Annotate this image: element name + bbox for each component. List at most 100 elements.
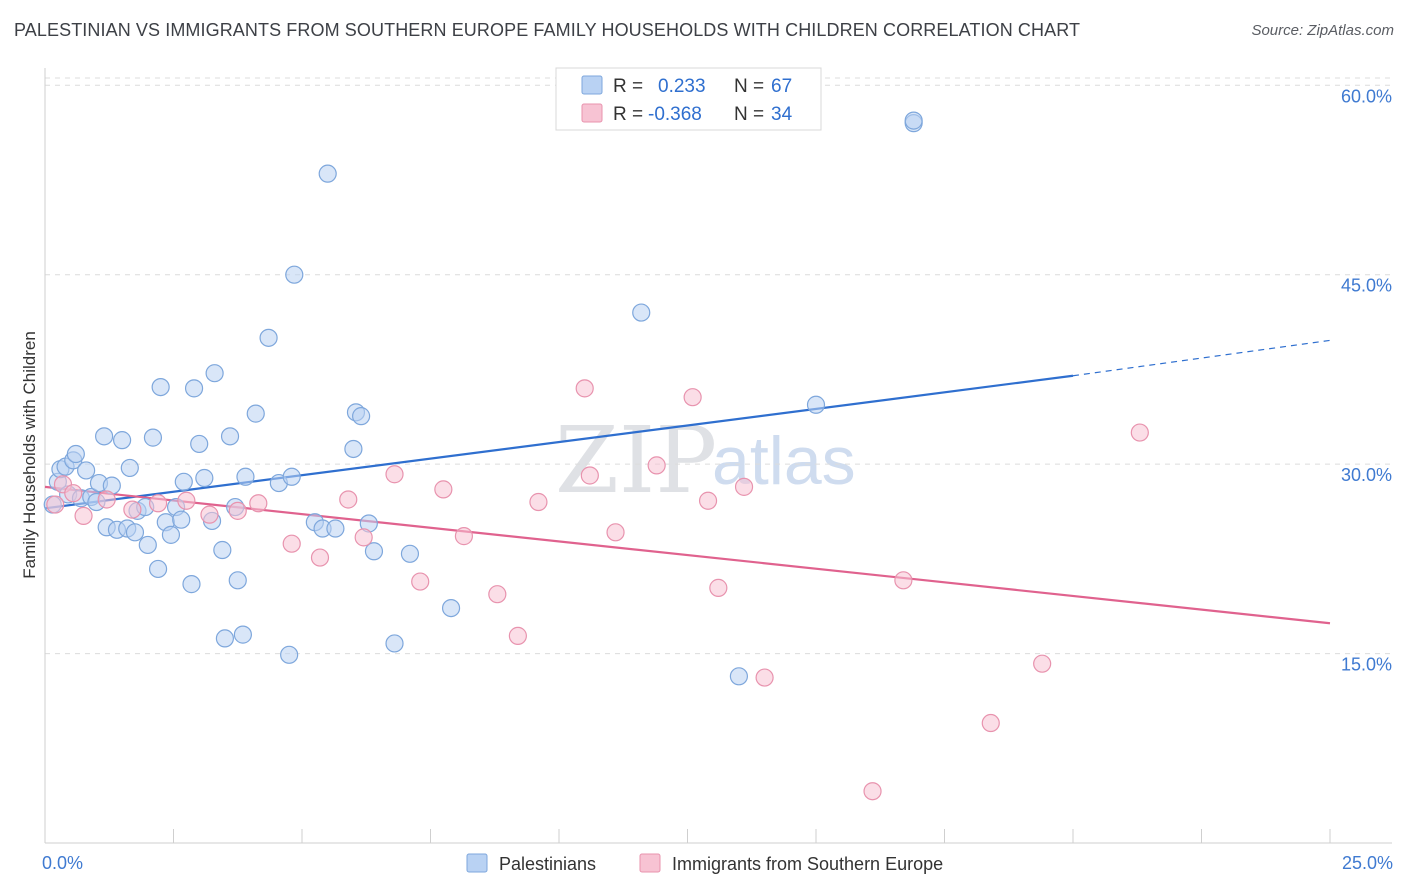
point-palestinians-12 <box>95 427 114 446</box>
point-palestinians-32 <box>184 379 204 398</box>
watermark-zip: ZIP <box>555 407 717 514</box>
point-palestinians-27 <box>161 525 181 544</box>
axes <box>44 68 1392 844</box>
point-palestinians-45 <box>259 328 278 347</box>
point-immigrants-13 <box>339 490 358 509</box>
point-palestinians-52 <box>318 164 337 183</box>
point-immigrants-31 <box>863 782 882 801</box>
point-palestinians-30 <box>174 472 193 491</box>
point-immigrants-24 <box>606 523 625 542</box>
point-palestinians-39 <box>220 427 240 446</box>
point-immigrants-7 <box>177 491 196 510</box>
point-palestinians-34 <box>195 468 214 488</box>
point-palestinians-60 <box>400 544 420 563</box>
point-palestinians-43 <box>236 467 255 486</box>
point-palestinians-66 <box>904 111 923 130</box>
gridlines <box>45 77 1392 655</box>
trend-line-palestinians <box>44 374 1074 510</box>
point-palestinians-48 <box>282 467 301 486</box>
point-immigrants-30 <box>755 668 774 687</box>
point-immigrants-6 <box>148 494 168 513</box>
point-immigrants-35 <box>1130 423 1149 442</box>
point-palestinians-53 <box>326 519 345 538</box>
point-immigrants-2 <box>64 484 83 503</box>
point-palestinians-29 <box>172 510 191 529</box>
point-palestinians-54 <box>344 439 363 459</box>
legend-r-label-2: R = <box>613 104 643 125</box>
point-palestinians-22 <box>138 535 157 555</box>
point-immigrants-0 <box>46 495 65 514</box>
y-axis-label: Family Households with Children <box>20 331 39 579</box>
point-immigrants-28 <box>709 578 728 597</box>
point-immigrants-32 <box>894 571 913 590</box>
point-immigrants-14 <box>354 528 373 547</box>
legend-r-label-1: R = <box>613 76 643 97</box>
point-palestinians-6 <box>66 444 85 464</box>
data-points <box>43 111 1149 801</box>
x-tick-label-min: 0.0% <box>42 853 83 873</box>
chart-title: PALESTINIAN VS IMMIGRANTS FROM SOUTHERN … <box>14 20 1081 40</box>
point-immigrants-8 <box>200 505 219 524</box>
legend-swatch-blue <box>581 75 603 95</box>
point-palestinians-8 <box>77 461 96 480</box>
point-palestinians-61 <box>441 598 461 618</box>
point-palestinians-42 <box>233 625 252 644</box>
point-palestinians-63 <box>729 667 749 686</box>
y-tick-label-15: 15.0% <box>1341 655 1392 675</box>
point-palestinians-16 <box>112 431 132 450</box>
point-immigrants-3 <box>74 506 93 526</box>
legend-n-label-2: N = <box>734 104 764 125</box>
point-immigrants-5 <box>123 500 142 519</box>
point-immigrants-18 <box>454 527 474 546</box>
point-palestinians-24 <box>148 559 168 579</box>
point-palestinians-31 <box>182 575 201 594</box>
point-palestinians-62 <box>632 303 651 322</box>
bottom-legend-label-immigrants: Immigrants from Southern Europe <box>672 854 943 874</box>
point-palestinians-47 <box>280 645 299 664</box>
point-immigrants-29 <box>734 477 754 496</box>
point-immigrants-20 <box>508 626 527 645</box>
legend-n-value-1: 67 <box>771 76 792 97</box>
bottom-legend-swatch-pink <box>639 853 661 873</box>
chart-source: Source: ZipAtlas.com <box>1251 22 1394 39</box>
point-immigrants-11 <box>282 534 301 553</box>
top-legend: R = 0.233 N = 67 R = -0.368 N = 34 <box>555 67 822 131</box>
point-immigrants-21 <box>529 492 548 512</box>
point-immigrants-9 <box>228 501 247 520</box>
point-palestinians-41 <box>228 571 247 590</box>
point-palestinians-33 <box>190 434 209 454</box>
point-palestinians-49 <box>285 265 304 284</box>
point-palestinians-18 <box>120 458 139 478</box>
point-immigrants-33 <box>981 713 1000 733</box>
legend-r-value-1: 0.233 <box>658 76 706 97</box>
y-tick-label-30: 30.0% <box>1341 465 1392 485</box>
bottom-legend-label-palestinians: Palestinians <box>499 854 596 874</box>
point-palestinians-37 <box>213 540 232 560</box>
point-immigrants-27 <box>698 491 718 510</box>
watermark-atlas: atlas <box>712 423 856 499</box>
point-palestinians-23 <box>143 428 163 447</box>
point-palestinians-36 <box>205 364 224 383</box>
point-palestinians-38 <box>215 629 234 648</box>
bottom-legend: Palestinians Immigrants from Southern Eu… <box>466 853 943 874</box>
bottom-legend-swatch-blue <box>466 853 488 873</box>
y-tick-label-45: 45.0% <box>1341 276 1392 296</box>
point-immigrants-22 <box>575 379 594 398</box>
point-palestinians-56 <box>352 407 371 426</box>
legend-n-value-2: 34 <box>771 104 793 125</box>
point-immigrants-17 <box>434 480 453 499</box>
legend-n-label-1: N = <box>734 76 764 97</box>
point-immigrants-12 <box>310 548 330 567</box>
point-immigrants-26 <box>683 388 702 407</box>
legend-r-value-2: -0.368 <box>648 104 702 125</box>
trend-line-palestinians-extension <box>1072 339 1331 377</box>
tick-labels: 15.0% 30.0% 45.0% 60.0% 0.0% 25.0% <box>42 86 1393 873</box>
legend-swatch-pink <box>581 103 603 123</box>
point-palestinians-19 <box>125 523 145 542</box>
point-palestinians-59 <box>385 634 404 653</box>
point-immigrants-23 <box>580 466 599 485</box>
point-immigrants-15 <box>385 465 404 484</box>
point-immigrants-16 <box>411 572 430 591</box>
y-tick-label-60: 60.0% <box>1341 86 1392 106</box>
